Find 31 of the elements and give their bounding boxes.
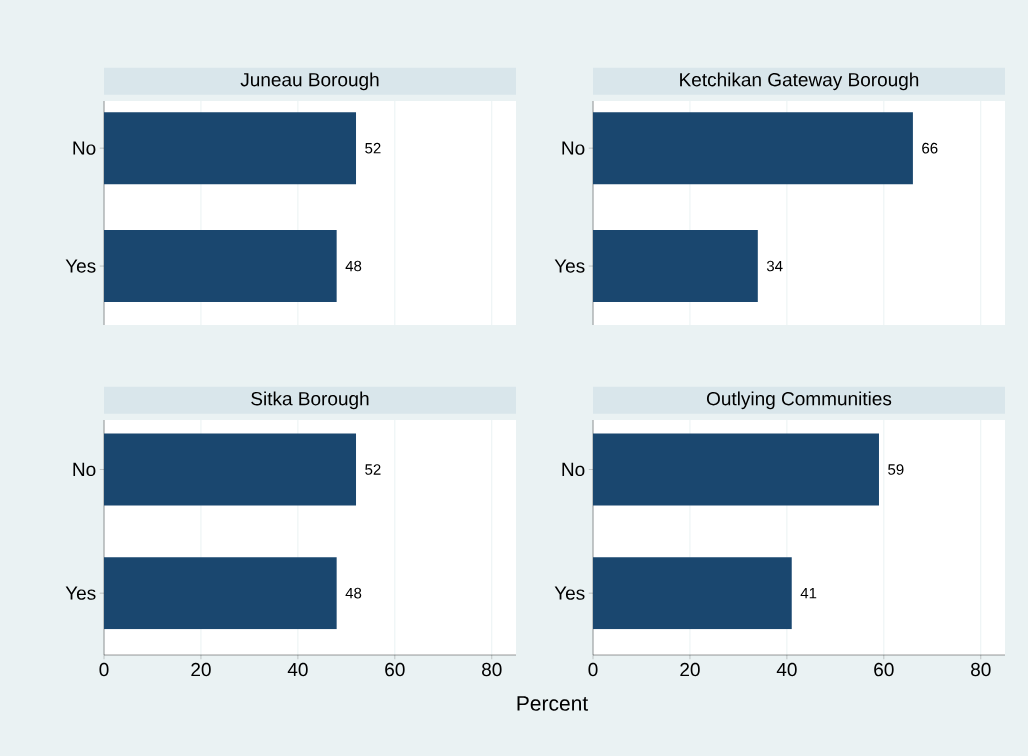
data-label: 52 bbox=[365, 142, 381, 154]
data-label: 34 bbox=[766, 260, 783, 272]
y-tick-label: Yes bbox=[65, 586, 96, 600]
x-tick-label: 80 bbox=[971, 662, 991, 677]
data-label: 48 bbox=[345, 587, 362, 599]
x-tick-label: 0 bbox=[99, 662, 109, 677]
data-label: 59 bbox=[888, 464, 904, 475]
y-tick-label: No bbox=[73, 462, 96, 477]
y-tick-label: Yes bbox=[554, 259, 585, 273]
chart-title: Juneau Borough bbox=[240, 72, 379, 91]
chart-title: Ketchikan Gateway Borough bbox=[680, 72, 919, 91]
x-tick-label: 60 bbox=[385, 662, 405, 677]
x-tick-label: 20 bbox=[680, 662, 700, 677]
x-axis-title: Percent bbox=[517, 696, 589, 711]
y-tick-label: Yes bbox=[65, 259, 96, 273]
data-label: 48 bbox=[345, 260, 362, 272]
data-label: 41 bbox=[800, 588, 817, 599]
x-tick-label: 80 bbox=[482, 662, 502, 677]
chart-title: Outlying Communities bbox=[706, 391, 892, 410]
x-tick-label: 40 bbox=[776, 662, 797, 677]
y-tick-label: No bbox=[562, 462, 585, 477]
x-tick-label: 60 bbox=[874, 662, 894, 677]
x-tick-label: 20 bbox=[191, 662, 211, 677]
chart-title: Sitka Borough bbox=[251, 391, 369, 410]
y-tick-label: Yes bbox=[554, 586, 585, 600]
data-label: 52 bbox=[365, 464, 381, 475]
x-tick-label: 40 bbox=[287, 662, 308, 677]
x-tick-label: 0 bbox=[588, 662, 598, 677]
y-tick-label: No bbox=[73, 141, 96, 155]
data-label: 66 bbox=[922, 142, 938, 154]
y-tick-label: No bbox=[562, 141, 585, 155]
